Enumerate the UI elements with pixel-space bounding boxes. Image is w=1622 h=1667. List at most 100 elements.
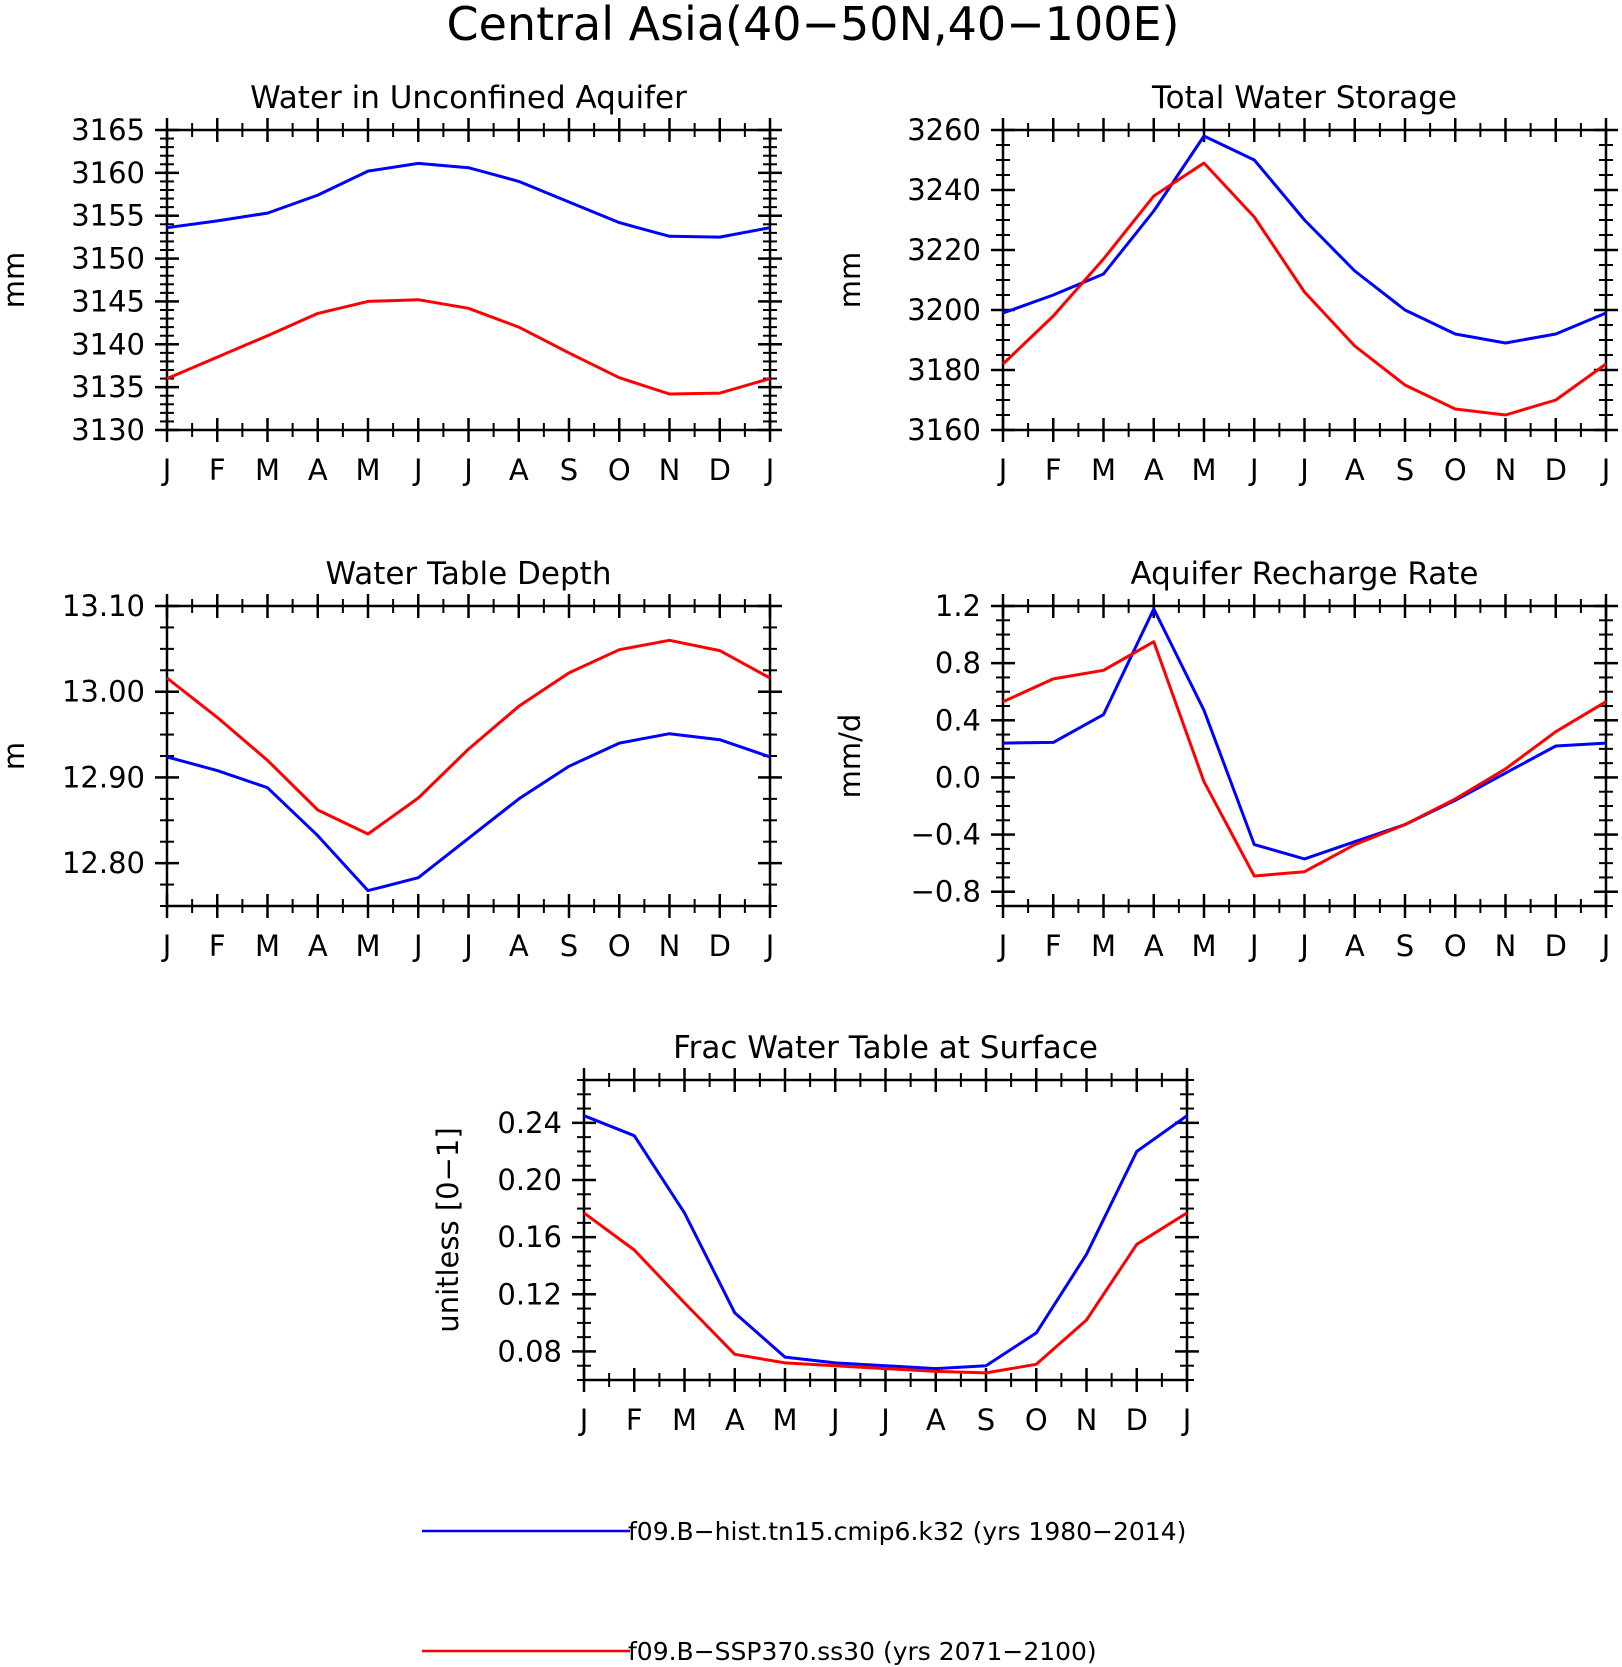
plot-frame	[1001, 604, 1608, 908]
x-tick-label: N	[659, 453, 681, 487]
x-tick-label: A	[725, 1403, 745, 1437]
x-tick-label: M	[355, 453, 380, 487]
x-tick-label: J	[161, 453, 172, 487]
y-tick-label: 3155	[71, 199, 145, 233]
y-tick-label: 3165	[71, 113, 145, 147]
y-tick-label: −0.4	[911, 818, 981, 852]
x-tick-label: A	[308, 929, 328, 963]
y-tick-label: 3240	[907, 173, 981, 207]
x-tick-label: D	[709, 929, 731, 963]
y-tick-label: 3145	[71, 284, 145, 318]
chart-panel-2: J F M A M J J A S O N D J316031803200322032403260Tot…	[833, 80, 1618, 487]
x-tick-label: M	[255, 453, 280, 487]
x-tick-label: N	[1076, 1403, 1098, 1437]
x-tick-label: J	[764, 929, 775, 963]
y-tick-label: 0.12	[497, 1277, 562, 1311]
x-tick-label: M	[1191, 929, 1216, 963]
plot-frame	[165, 128, 772, 432]
y-tick-label: 13.00	[62, 675, 145, 709]
y-tick-label: 0.20	[497, 1163, 562, 1197]
legend-label-1: f09.B−hist.tn15.cmip6.k32 (yrs 1980−2014…	[628, 1517, 1186, 1546]
series-line-2	[166, 638, 771, 836]
legend-entry-1: f09.B−hist.tn15.cmip6.k32 (yrs 1980−2014…	[422, 1517, 1186, 1546]
page-title: Central Asia(40−50N,40−100E)	[447, 0, 1180, 51]
series-line-1	[166, 732, 771, 893]
x-tick-label: J	[1600, 453, 1611, 487]
panels: J F M A M J J A S O N D J313031353140314531503155316…	[0, 80, 1618, 1437]
panel-title: Total Water Storage	[1151, 80, 1457, 116]
series-line-2	[166, 298, 771, 396]
x-tick-label: J	[997, 929, 1008, 963]
x-tick-label: J	[997, 453, 1008, 487]
x-tick-label: A	[509, 453, 529, 487]
x-tick-label: J	[829, 1403, 840, 1437]
x-tick-label: F	[626, 1403, 643, 1437]
x-tick-label: O	[608, 453, 631, 487]
x-tick-label: A	[1144, 929, 1164, 963]
x-tick-label: J	[1600, 929, 1611, 963]
x-tick-label: O	[1444, 929, 1467, 963]
x-tick-label: M	[1091, 453, 1116, 487]
x-tick-label: O	[608, 929, 631, 963]
y-tick-label: 3130	[71, 413, 145, 447]
series-line-2	[1001, 161, 1607, 417]
y-tick-label: 3200	[907, 293, 981, 327]
x-tick-label: J	[161, 929, 172, 963]
series-line-1	[1002, 134, 1607, 345]
y-axis-label: m	[0, 742, 31, 770]
y-tick-label: 1.2	[935, 589, 981, 623]
x-tick-label: F	[1045, 929, 1062, 963]
chart-panel-4: J F M A M J J A S O N D J−0.8−0.40.00.40.81.2Aquifer…	[833, 556, 1618, 963]
x-tick-label: M	[355, 929, 380, 963]
x-tick-label: F	[209, 453, 226, 487]
x-tick-label: J	[1298, 453, 1309, 487]
x-tick-label: J	[1248, 453, 1259, 487]
series-line-1	[1002, 607, 1607, 861]
y-axis-label: mm/d	[833, 714, 867, 799]
x-tick-label: M	[672, 1403, 697, 1437]
x-tick-label: O	[1025, 1403, 1048, 1437]
x-tick-label: M	[1191, 453, 1216, 487]
series-line-2	[1002, 640, 1607, 878]
panel-title: Frac Water Table at Surface	[673, 1030, 1098, 1066]
x-tick-label: J	[462, 929, 473, 963]
x-tick-label: M	[255, 929, 280, 963]
y-tick-label: 3160	[71, 156, 145, 190]
x-tick-label: J	[412, 929, 423, 963]
x-tick-label: S	[560, 929, 578, 963]
x-tick-label: N	[659, 929, 681, 963]
y-tick-label: 3180	[907, 353, 981, 387]
y-tick-label: −0.8	[911, 875, 981, 909]
x-tick-label: J	[1248, 929, 1259, 963]
series-line-1	[166, 161, 771, 239]
y-tick-label: 12.80	[62, 846, 145, 880]
x-tick-label: J	[764, 453, 775, 487]
x-tick-label: D	[1545, 453, 1567, 487]
series-line-1	[583, 1114, 1188, 1371]
x-tick-label: A	[1345, 453, 1365, 487]
y-tick-label: 12.90	[62, 760, 145, 794]
y-tick-label: 0.24	[497, 1106, 562, 1140]
y-tick-label: 13.10	[62, 589, 145, 623]
x-tick-label: J	[578, 1403, 589, 1437]
x-tick-label: J	[1181, 1403, 1192, 1437]
y-tick-label: 0.16	[497, 1220, 562, 1254]
x-tick-label: A	[1144, 453, 1164, 487]
x-tick-label: A	[1345, 929, 1365, 963]
x-tick-label: S	[977, 1403, 995, 1437]
panel-title: Water Table Depth	[326, 556, 612, 592]
y-tick-label: 3135	[71, 370, 145, 404]
x-tick-label: F	[1045, 453, 1062, 487]
x-tick-label: A	[308, 453, 328, 487]
x-tick-label: J	[412, 453, 423, 487]
x-tick-label: S	[1396, 453, 1414, 487]
chart-panel-1: J F M A M J J A S O N D J313031353140314531503155316…	[0, 80, 782, 487]
x-tick-label: A	[926, 1403, 946, 1437]
y-tick-label: 3220	[907, 233, 981, 267]
x-tick-label: D	[1545, 929, 1567, 963]
series-line-2	[583, 1211, 1188, 1375]
x-tick-label: D	[709, 453, 731, 487]
